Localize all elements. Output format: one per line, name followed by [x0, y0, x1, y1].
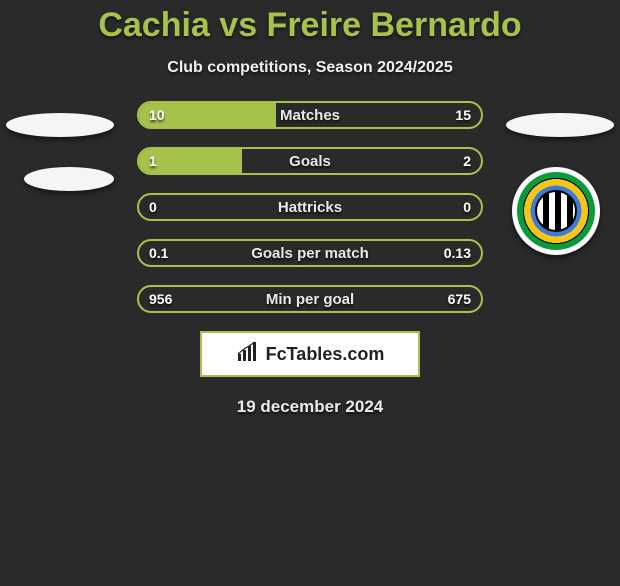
stat-row-goals-per-match: 0.1 Goals per match 0.13 — [137, 239, 483, 267]
stat-row-goals: 1 Goals 2 — [137, 147, 483, 175]
footer-attribution: FcTables.com — [200, 331, 420, 377]
stat-value-right: 0 — [453, 195, 481, 219]
player-right-oval-1 — [506, 113, 614, 137]
stat-row-hattricks: 0 Hattricks 0 — [137, 193, 483, 221]
date-label: 19 december 2024 — [0, 397, 620, 417]
stat-label: Hattricks — [139, 195, 481, 219]
stats-area: 10 Matches 15 1 Goals 2 0 Hattricks 0 0.… — [0, 101, 620, 313]
bar-chart-icon — [236, 340, 260, 369]
stat-label: Min per goal — [139, 287, 481, 311]
stat-value-right: 675 — [438, 287, 481, 311]
comparison-bars: 10 Matches 15 1 Goals 2 0 Hattricks 0 0.… — [137, 101, 483, 313]
stat-row-matches: 10 Matches 15 — [137, 101, 483, 129]
footer-text: FcTables.com — [266, 344, 385, 365]
club-badge-ball-icon — [535, 190, 577, 232]
page-subtitle: Club competitions, Season 2024/2025 — [0, 59, 620, 77]
stat-label: Goals — [139, 149, 481, 173]
stat-row-min-per-goal: 956 Min per goal 675 — [137, 285, 483, 313]
page-title: Cachia vs Freire Bernardo — [0, 6, 620, 45]
player-left-oval-1 — [6, 113, 114, 137]
stat-value-right: 15 — [445, 103, 481, 127]
player-right-club-badge — [512, 167, 600, 255]
stat-label: Goals per match — [139, 241, 481, 265]
stat-label: Matches — [139, 103, 481, 127]
stat-value-right: 2 — [453, 149, 481, 173]
player-left-oval-2 — [24, 167, 114, 191]
stat-value-right: 0.13 — [434, 241, 481, 265]
